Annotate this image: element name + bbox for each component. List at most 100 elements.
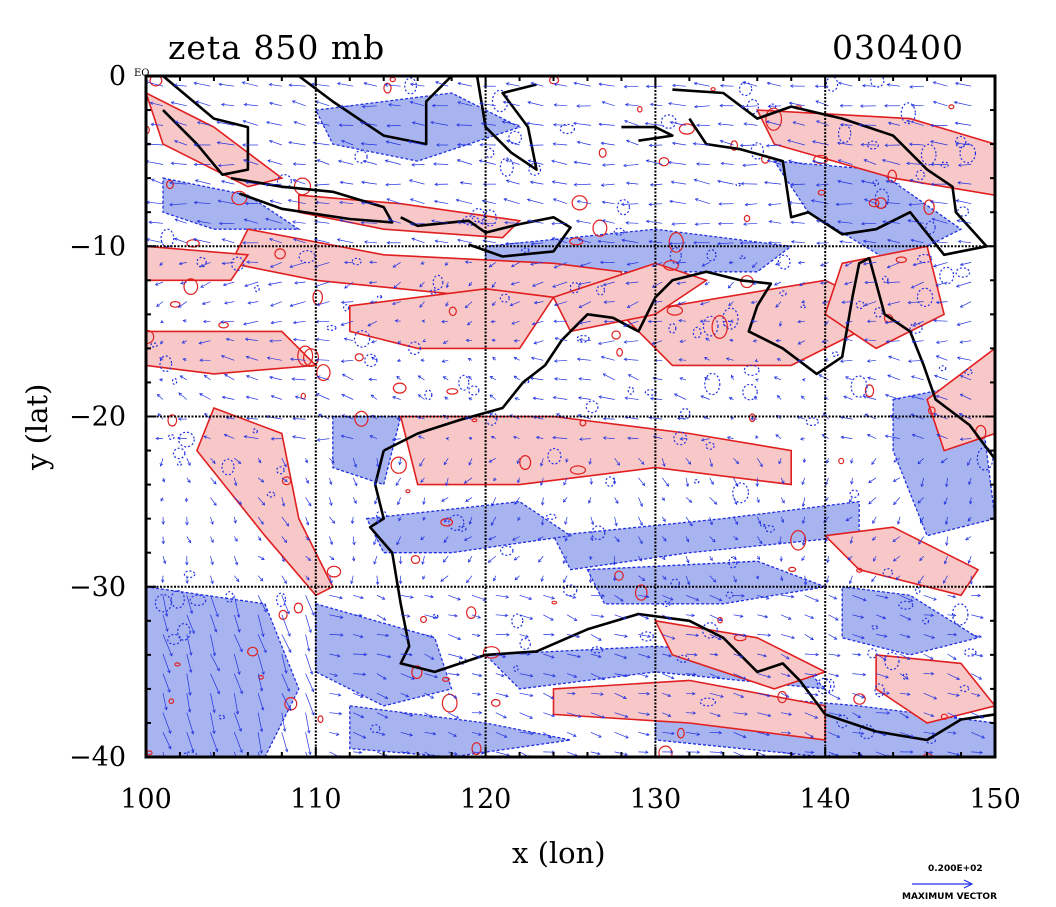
- wind-vector-head: [210, 561, 214, 566]
- wind-vector-head: [553, 302, 558, 307]
- wind-vector: [443, 458, 449, 465]
- wind-vector-head: [489, 412, 493, 417]
- wind-vector: [932, 241, 948, 244]
- wind-vector: [200, 262, 211, 267]
- wind-vector-head: [517, 517, 521, 522]
- wind-vector-head: [976, 693, 981, 697]
- negative-contour: [963, 648, 977, 657]
- wind-vector: [269, 102, 282, 107]
- wind-vector-head: [624, 714, 629, 718]
- wind-vector-head: [695, 597, 700, 602]
- wind-vector-head: [243, 218, 248, 222]
- wind-vector-head: [440, 578, 444, 582]
- wind-vector-head: [343, 260, 348, 265]
- wind-vector-head: [289, 303, 294, 308]
- wind-vector: [340, 181, 354, 185]
- wind-vector: [601, 356, 615, 361]
- grid-lines: [146, 76, 995, 757]
- wind-vector-head: [754, 358, 759, 362]
- wind-vector: [852, 653, 861, 656]
- wind-vector: [315, 202, 330, 205]
- wind-vector-head: [578, 338, 583, 342]
- wind-vector: [971, 653, 983, 657]
- wind-vector: [638, 634, 651, 638]
- wind-vector: [604, 301, 615, 303]
- wind-vector-head: [648, 239, 653, 244]
- wind-vector: [742, 164, 758, 166]
- wind-vector: [329, 516, 335, 524]
- wind-vector-head: [821, 339, 826, 344]
- wind-vector: [956, 281, 972, 287]
- negative-contour: [483, 209, 497, 227]
- wind-vector-head: [239, 749, 243, 754]
- wind-vector-head: [768, 219, 773, 224]
- wind-vector: [614, 634, 628, 637]
- wind-vector-head: [627, 436, 631, 440]
- wind-vector: [234, 497, 242, 505]
- wind-vector-head: [386, 240, 391, 245]
- wind-vector-head: [159, 462, 164, 467]
- wind-vector: [554, 262, 568, 269]
- wind-vector: [556, 413, 568, 420]
- wind-vector-head: [773, 282, 778, 286]
- wind-vector-head: [339, 615, 344, 619]
- wind-vector: [668, 102, 687, 107]
- wind-vector: [577, 141, 591, 146]
- wind-vector: [305, 712, 310, 734]
- wind-vector-head: [479, 101, 483, 106]
- wind-vector-head: [457, 636, 462, 641]
- wind-vector-head: [590, 521, 595, 526]
- wind-vector-head: [352, 541, 356, 546]
- wind-vector-head: [398, 461, 402, 466]
- wind-vector-head: [778, 541, 782, 545]
- wind-vector-head: [529, 180, 534, 184]
- wind-vector-head: [836, 653, 841, 658]
- wind-vector: [530, 262, 544, 265]
- wind-vector-head: [932, 240, 936, 244]
- negative-contour: [591, 525, 606, 541]
- wind-vector-head: [442, 340, 447, 344]
- wind-vector-head: [667, 713, 672, 718]
- wind-vector-head: [895, 576, 900, 581]
- wind-vector: [317, 376, 330, 381]
- wind-vector: [662, 673, 675, 679]
- wind-vector-head: [213, 502, 217, 506]
- wind-vector-head: [866, 434, 871, 438]
- wind-vector-head: [526, 219, 531, 223]
- wind-vector-head: [329, 502, 333, 507]
- wind-vector-head: [935, 355, 940, 359]
- wind-vector-head: [244, 337, 249, 342]
- wind-vector: [316, 359, 330, 361]
- wind-vector-head: [930, 162, 934, 167]
- wind-vector: [685, 575, 690, 585]
- wind-vector-head: [468, 461, 472, 466]
- negative-contour: [867, 140, 879, 150]
- negative-contour: [276, 174, 292, 189]
- negative-contour: [176, 461, 183, 467]
- wind-vector-head: [776, 358, 781, 362]
- wind-vector: [897, 516, 901, 525]
- wind-vector: [573, 122, 591, 126]
- wind-vector: [465, 261, 473, 263]
- wind-vector: [553, 124, 568, 126]
- wind-vector: [162, 751, 165, 757]
- wind-vector-head: [910, 750, 914, 754]
- wind-vector-head: [215, 613, 219, 618]
- wind-vector-head: [291, 377, 295, 381]
- wind-vector-head: [514, 397, 518, 401]
- wind-vector: [471, 673, 482, 677]
- wind-vector-head: [436, 143, 440, 147]
- wind-vector: [774, 281, 782, 286]
- negative-contour: [750, 142, 765, 160]
- wind-vector-head: [624, 752, 628, 756]
- wind-vector-head: [511, 321, 515, 325]
- wind-vector-head: [670, 180, 675, 184]
- wind-vector-head: [490, 435, 495, 439]
- wind-vector: [861, 180, 877, 185]
- wind-vector: [923, 731, 935, 735]
- negative-vorticity-region: [349, 705, 571, 757]
- wind-vector-head: [952, 731, 957, 735]
- wind-vector-head: [955, 141, 960, 146]
- wind-vector: [424, 731, 436, 735]
